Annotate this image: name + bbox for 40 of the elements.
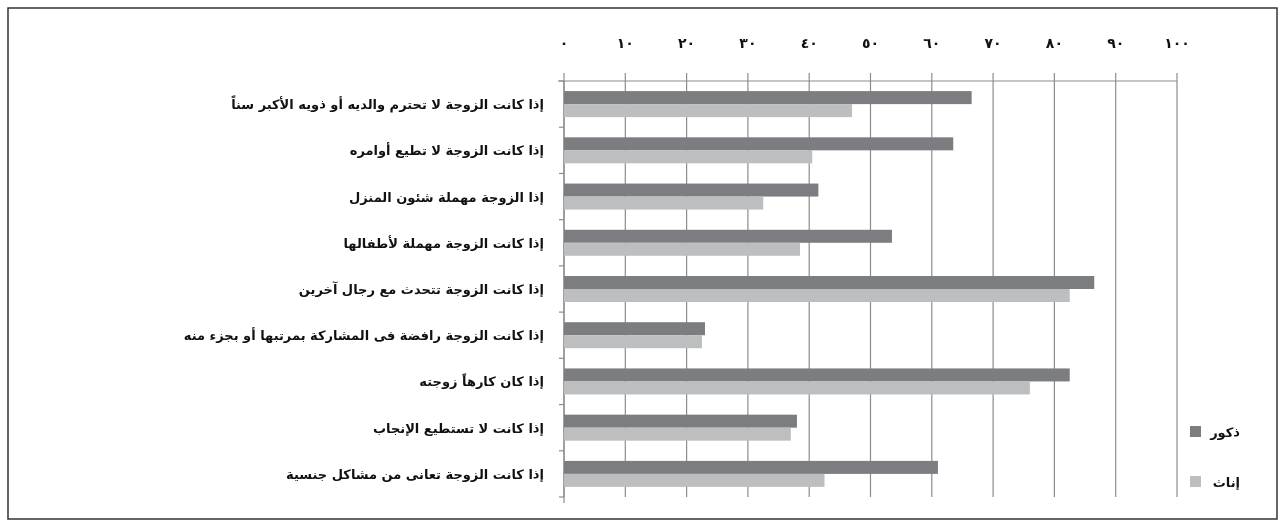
- bar: [564, 196, 764, 210]
- x-tick-label: ٦٠: [923, 35, 941, 51]
- bar: [564, 460, 938, 474]
- y-tick-label: إذا كانت لا تستطيع الإنجاب: [372, 420, 544, 436]
- x-tick-label: ١٠٠: [1164, 35, 1190, 51]
- y-tick-label: إذا كانت الزوجة مهملة لأطفالها: [343, 234, 544, 251]
- bar: [564, 335, 702, 349]
- bar: [564, 427, 791, 441]
- x-tick-label: ٨٠: [1045, 35, 1063, 51]
- y-tick-label: إذا كانت الزوجة لا تطيع أوامره: [349, 142, 544, 159]
- bar: [564, 183, 819, 197]
- bar: [564, 473, 825, 487]
- y-tick-label: إذا كانت الزوجة تتحدث مع رجال آخرين: [298, 281, 544, 297]
- bar: [564, 150, 813, 164]
- bar: [564, 368, 1070, 382]
- y-tick-label: إذا كان كارهاً زوجته: [419, 372, 544, 390]
- y-tick-label: إذا كانت الزوجة لا تحترم والديه أو ذويه الأكبر سناً: [231, 95, 544, 114]
- bar: [564, 242, 801, 256]
- bar: [564, 322, 705, 336]
- bar: [564, 414, 797, 428]
- x-tick-label: ٤٠: [800, 35, 818, 51]
- y-tick-label: إذا كانت الزوجة تعانى من مشاكل جنسية: [286, 466, 544, 482]
- x-tick-label: ٧٠: [984, 35, 1002, 51]
- legend-label: إناث: [1212, 475, 1240, 490]
- x-tick-label: ٣٠: [739, 35, 757, 51]
- bar: [564, 91, 972, 105]
- bar: [564, 137, 954, 151]
- bar: [564, 229, 892, 243]
- x-tick-label: ٢٠: [678, 35, 696, 51]
- x-tick-label: ١٠: [616, 35, 634, 51]
- x-tick-label: ٩٠: [1107, 35, 1125, 51]
- y-tick-label: إذا الزوجة مهملة شئون المنزل: [348, 189, 544, 205]
- legend-label: ذكور: [1209, 425, 1241, 440]
- y-tick-label: إذا كانت الزوجة رافضة فى المشاركة بمرتبها أو بجزء منه: [183, 327, 544, 344]
- x-tick-label: ٥٠: [861, 35, 880, 51]
- x-tick-label: ٠: [559, 35, 569, 51]
- bar: [564, 276, 1095, 289]
- bar: [564, 381, 1030, 395]
- bar: [564, 289, 1070, 302]
- bar: [564, 104, 853, 118]
